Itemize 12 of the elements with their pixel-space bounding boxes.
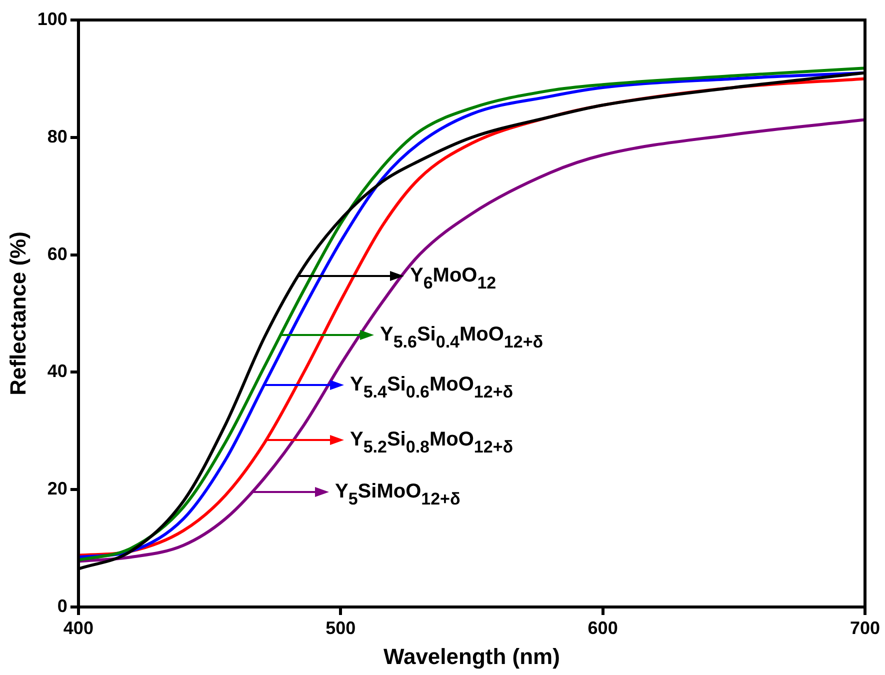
x-tick-label: 700: [850, 618, 880, 638]
y-tick-label: 80: [47, 126, 68, 146]
x-tick-label: 400: [63, 618, 94, 638]
y-tick-label: 100: [37, 8, 68, 29]
y-tick-label: 60: [47, 244, 68, 264]
y-tick-label: 40: [47, 361, 68, 382]
y-axis-title: Reflectance (%): [5, 232, 30, 396]
x-tick-label: 600: [588, 618, 618, 638]
y-tick-label: 0: [57, 596, 68, 616]
y-tick-label: 20: [47, 478, 68, 499]
x-tick-label: 500: [326, 618, 356, 638]
x-axis-title: Wavelength (nm): [384, 644, 560, 669]
